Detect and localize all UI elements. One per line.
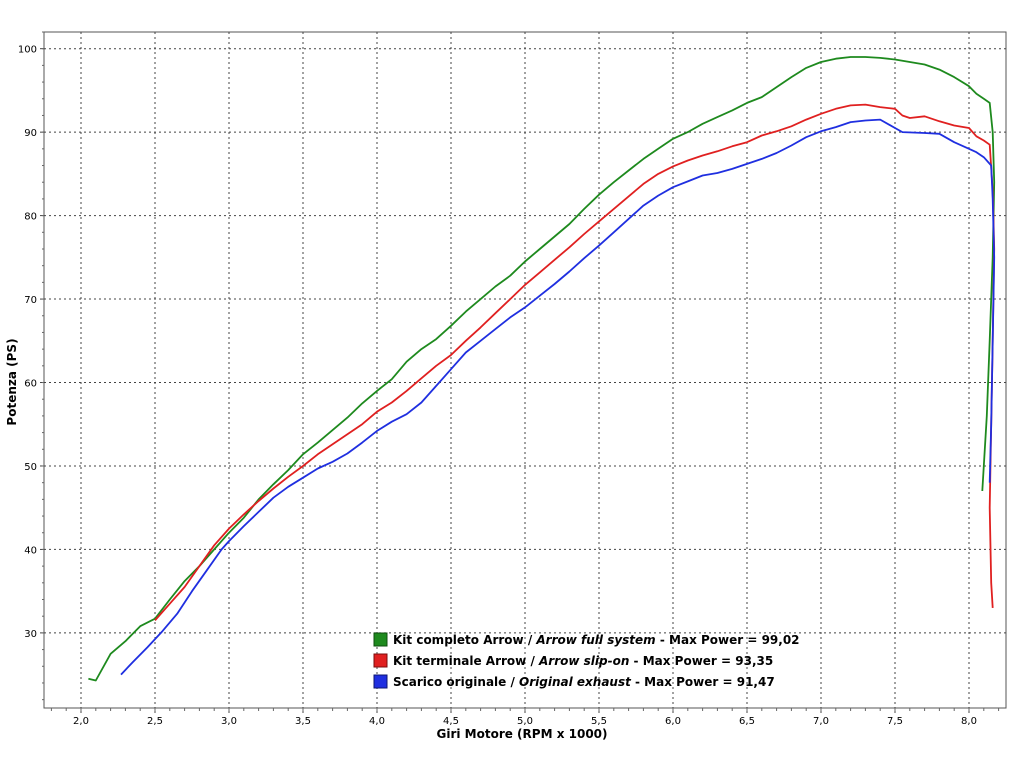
x-tick-label: 7,0 [813,716,829,727]
y-tick-label: 30 [24,629,37,640]
x-tick-label: 6,5 [739,716,755,727]
x-axis-title: Giri Motore (RPM x 1000) [436,727,607,741]
y-tick-label: 80 [24,212,37,223]
x-tick-label: 8,0 [961,716,977,727]
y-tick-label: 70 [24,295,37,306]
legend-label-full-system: Kit completo Arrow / Arrow full system -… [393,633,800,647]
y-axis: 30 40 50 60 70 80 90 100 [18,31,44,701]
y-tick-label: 50 [24,462,37,473]
y-tick-label: 40 [24,545,37,556]
y-tick-label: 100 [18,45,37,56]
legend-swatch-full-system [373,632,388,647]
x-tick-label: 4,0 [369,716,385,727]
x-tick-label: 7,5 [887,716,903,727]
y-tick-label: 60 [24,379,37,390]
series-line-original-exhaust [120,118,996,676]
plot-area [43,31,1007,709]
x-tick-label: 2,0 [73,716,89,727]
legend-swatch-original-exhaust [373,674,388,689]
legend-item-full-system: Kit completo Arrow / Arrow full system -… [373,632,800,647]
legend-label-slip-on: Kit terminale Arrow / Arrow slip-on - Ma… [393,654,773,668]
x-tick-label: 5,0 [517,716,533,727]
x-tick-label: 4,5 [443,716,459,727]
x-tick-label: 6,0 [665,716,681,727]
legend-swatch-slip-on [373,653,388,668]
grid [44,32,1006,708]
legend: Kit completo Arrow / Arrow full system -… [373,632,800,689]
x-tick-label: 3,0 [221,716,237,727]
legend-label-original-exhaust: Scarico originale / Original exhaust - M… [393,675,775,689]
legend-item-original-exhaust: Scarico originale / Original exhaust - M… [373,674,775,689]
series-lines [88,56,996,682]
legend-item-slip-on: Kit terminale Arrow / Arrow slip-on - Ma… [373,653,773,668]
x-tick-label: 3,5 [295,716,311,727]
y-tick-label: 90 [24,128,37,139]
series-line-slip-on [154,103,996,621]
x-axis: 2,0 2,5 3,0 3,5 4,0 4,5 5,0 5,5 6,0 6,5 7,0 7,5 8,0 [50,708,1000,727]
y-axis-title: Potenza (PS) [5,338,19,425]
x-tick-label: 5,5 [591,716,607,727]
x-tick-label: 2,5 [147,716,163,727]
